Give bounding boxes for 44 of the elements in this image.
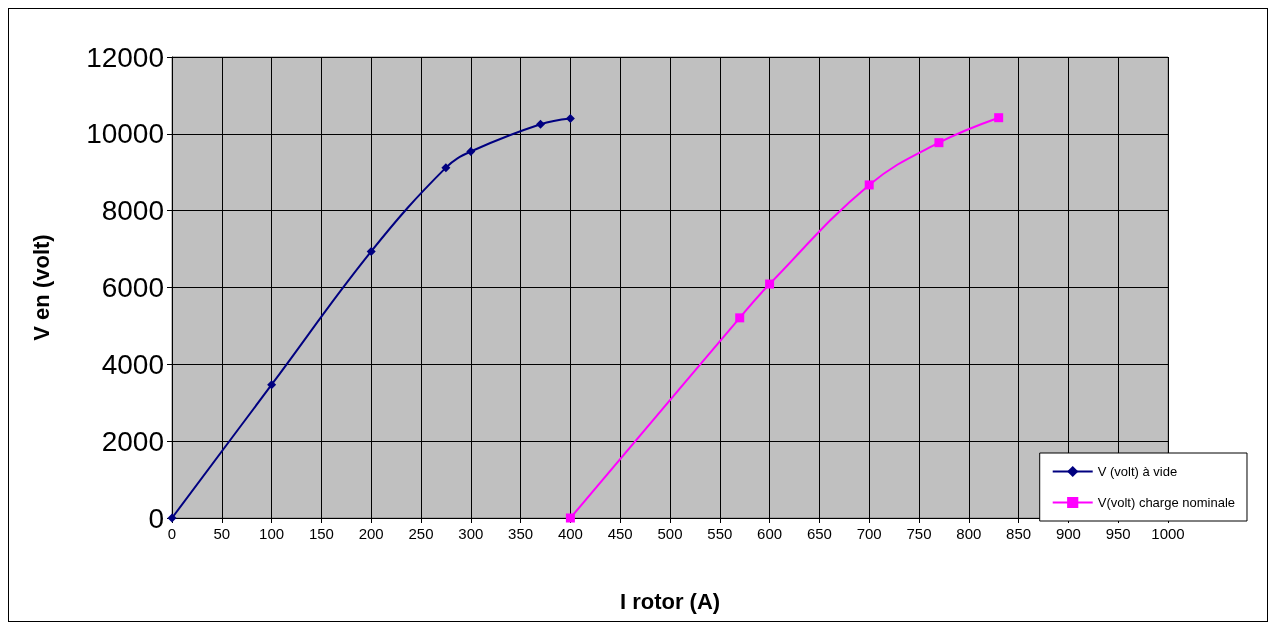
x-tick-label: 650 xyxy=(806,525,832,542)
y-tick-label: 2000 xyxy=(101,425,164,457)
x-tick-label: 300 xyxy=(458,525,484,542)
point xyxy=(934,138,944,148)
x-tick-label: 200 xyxy=(358,525,384,542)
x-tick-label: 350 xyxy=(508,525,534,542)
y-tick-label: 4000 xyxy=(101,348,164,380)
point xyxy=(441,163,451,173)
x-tick-label: 900 xyxy=(1055,525,1081,542)
x-tick-label: 700 xyxy=(856,525,882,542)
point xyxy=(735,313,745,323)
legend-label: V (volt) à vide xyxy=(1097,464,1178,479)
x-tick-label: 800 xyxy=(956,525,982,542)
point xyxy=(366,246,376,256)
x-tick-label: 500 xyxy=(657,525,683,542)
point xyxy=(565,513,575,523)
legend-label: V(volt) charge nominale xyxy=(1097,495,1236,510)
x-tick-label: 850 xyxy=(1006,525,1032,542)
point xyxy=(267,380,277,390)
point xyxy=(765,279,775,289)
x-tick-label: 50 xyxy=(213,525,231,542)
x-tick-label: 0 xyxy=(167,525,177,542)
point xyxy=(536,119,546,129)
point xyxy=(565,113,575,123)
x-tick-label: 600 xyxy=(757,525,783,542)
y-tick-label: 6000 xyxy=(101,272,164,303)
y-tick-label: 12000 xyxy=(86,41,164,73)
x-tick-label: 400 xyxy=(557,525,583,542)
x-tick-label: 150 xyxy=(308,525,334,542)
x-tick-label: 550 xyxy=(707,525,733,542)
y-axis-title: V en (volt) xyxy=(28,234,54,341)
y-tick-label: 8000 xyxy=(101,195,164,227)
x-tick-label: 1000 xyxy=(1151,525,1185,542)
point xyxy=(994,113,1004,123)
x-tick-label: 100 xyxy=(259,525,285,542)
y-tick-label: 10000 xyxy=(86,118,164,150)
x-tick-label: 250 xyxy=(408,525,434,542)
x-tick-label: 750 xyxy=(906,525,932,542)
x-tick-label: 950 xyxy=(1105,525,1131,542)
point xyxy=(864,180,874,190)
x-axis-title: I rotor (A) xyxy=(619,588,721,614)
x-tick-label: 450 xyxy=(607,525,633,542)
point xyxy=(466,147,476,157)
point xyxy=(167,513,177,523)
